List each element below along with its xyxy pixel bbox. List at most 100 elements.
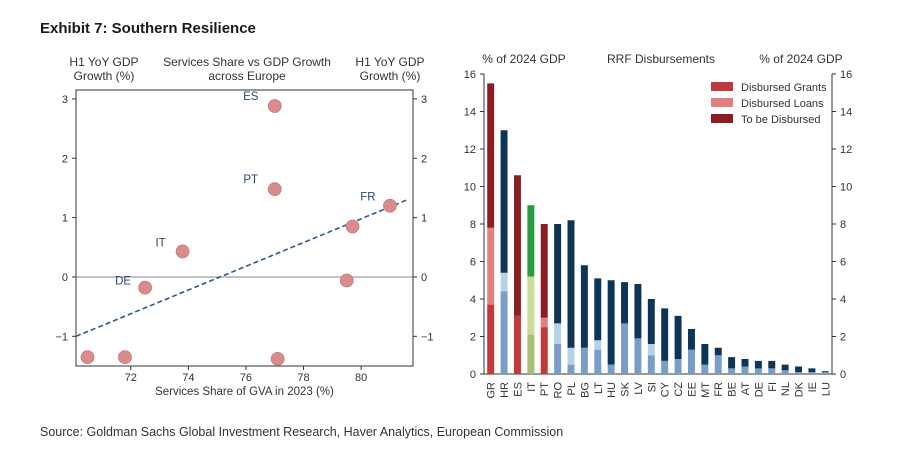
category-label: HR	[499, 382, 511, 398]
bar-segment-cy-disbursed-grants	[661, 360, 669, 374]
bar-segment-pt-to-be-disbursed	[540, 224, 548, 318]
category-label: CZ	[673, 382, 685, 397]
bar-segment-it-to-be-disbursed	[527, 205, 535, 277]
category-label: GR	[486, 382, 498, 399]
bar-segment-ro-to-be-disbursed	[554, 224, 562, 324]
bar-segment-it-disbursed-loans	[527, 276, 535, 335]
bar-y-tick-label-left: 8	[470, 219, 476, 231]
bar-y-tick-label-left: 14	[464, 107, 476, 119]
legend-swatch	[711, 98, 733, 107]
y-tick-label-right: 0	[421, 272, 427, 284]
bar-segment-nl-disbursed-grants	[781, 370, 789, 374]
bar-segment-lu-to-be-disbursed	[821, 371, 829, 373]
bar-y-tick-label-right: 8	[840, 219, 846, 231]
bar-segment-lv-to-be-disbursed	[634, 284, 642, 339]
category-label: LU	[820, 382, 832, 396]
x-axis-label: Services Share of GVA in 2023 (%)	[155, 386, 334, 398]
bar-chart-title: RRF Disbursements	[607, 52, 715, 66]
bar-segment-si-disbursed-grants	[647, 355, 655, 374]
category-label: MT	[700, 382, 712, 398]
bar-y-tick-label-right: 12	[840, 144, 852, 156]
bar-segment-hr-disbursed-grants	[500, 291, 508, 374]
bar-segment-ee-to-be-disbursed	[687, 329, 695, 350]
source-note: Source: Goldman Sachs Global Investment …	[40, 425, 564, 439]
bar-segment-cy-to-be-disbursed	[661, 308, 669, 361]
scatter-point	[270, 351, 285, 366]
scatter-point	[339, 273, 354, 288]
bar-segment-at-to-be-disbursed	[741, 359, 749, 367]
legend-label: Disbursed Loans	[741, 98, 824, 110]
scatter-title: across Europe	[208, 69, 286, 83]
category-label: DE	[753, 382, 765, 397]
scatter-title: Services Share vs GDP Growth	[163, 55, 331, 69]
y-tick-label-left: 2	[62, 153, 68, 165]
bar-segment-lu-disbursed-grants	[821, 372, 829, 374]
bar-y-tick-label-left: 0	[470, 369, 476, 381]
bar-y-tick-label-left: 12	[464, 144, 476, 156]
bar-segment-fi-to-be-disbursed	[768, 360, 776, 369]
scatter-point	[80, 350, 95, 364]
category-label: DK	[794, 381, 806, 397]
bar-segment-pt-disbursed-loans	[540, 317, 548, 328]
x-tick-label: 74	[182, 372, 194, 384]
bar-segment-be-disbursed-grants	[728, 368, 736, 374]
point-label: IT	[155, 237, 165, 249]
category-label: CY	[660, 381, 672, 397]
bar-y-tick-label-right: 4	[840, 294, 846, 306]
category-label: IT	[526, 382, 538, 392]
y-tick-label-right: 3	[421, 94, 427, 106]
scatter-point	[175, 244, 190, 259]
bar-segment-ro-disbursed-grants	[554, 344, 562, 374]
bar-y-tick-label-left: 2	[470, 332, 476, 344]
scatter-point	[138, 280, 153, 295]
legend-label: Disbursed Grants	[741, 82, 827, 94]
x-tick-label: 76	[240, 372, 252, 384]
bar-segment-cz-to-be-disbursed	[674, 315, 682, 359]
bar-y-tick-label-right: 6	[840, 257, 846, 269]
right-axis-label: Growth (%)	[360, 69, 421, 83]
bar-y-tick-label-left: 4	[470, 294, 476, 306]
bar-segment-gr-to-be-disbursed	[487, 83, 495, 228]
bar-y-tick-label-right: 0	[840, 369, 846, 381]
bar-y-tick-label-left: 10	[464, 182, 476, 194]
category-label: FI	[767, 382, 779, 392]
bar-segment-it-disbursed-grants	[527, 334, 535, 374]
bar-segment-si-disbursed-loans	[647, 344, 655, 356]
exhibit-title: Exhibit 7: Southern Resilience	[40, 20, 256, 37]
category-label: LV	[633, 381, 645, 394]
scatter-point	[383, 198, 397, 213]
point-label: FR	[360, 192, 375, 204]
category-label: LT	[593, 382, 605, 394]
bar-y-tick-label-right: 14	[840, 107, 852, 119]
bar-segment-sk-disbursed-grants	[621, 323, 629, 374]
scatter-point	[267, 182, 282, 197]
bar-y-tick-label-right: 10	[840, 182, 852, 194]
y-tick-label-right: 2	[421, 153, 427, 165]
bar-segment-mt-to-be-disbursed	[701, 344, 709, 365]
bar-segment-at-disbursed-grants	[741, 366, 749, 374]
bar-segment-dk-to-be-disbursed	[795, 366, 803, 373]
bar-y-tick-label-right: 2	[840, 332, 846, 344]
bar-segment-fr-to-be-disbursed	[714, 347, 722, 356]
bar-segment-cz-disbursed-grants	[674, 359, 682, 374]
category-label: AT	[740, 382, 752, 396]
scatter-plot-frame	[75, 89, 414, 367]
bar-segment-be-to-be-disbursed	[728, 357, 736, 369]
bar-y-tick-label-right: 16	[840, 69, 852, 81]
bar-segment-de-disbursed-grants	[754, 368, 762, 374]
category-label: NL	[780, 382, 792, 396]
bar-segment-hu-disbursed-grants	[607, 364, 615, 374]
y-tick-label-right: 1	[421, 213, 427, 225]
bar-segment-fr-disbursed-grants	[714, 355, 722, 374]
category-label: HU	[606, 382, 618, 398]
category-label: SI	[646, 382, 658, 392]
x-tick-label: 78	[297, 372, 309, 384]
bar-segment-es-to-be-disbursed	[513, 175, 521, 316]
bar-segment-ee-disbursed-grants	[687, 349, 695, 374]
bar-segment-bg-disbursed-grants	[580, 347, 588, 374]
scatter-point	[267, 99, 282, 113]
y-tick-label-right: −1	[421, 331, 434, 343]
category-label: PL	[566, 382, 578, 395]
left-axis-label: H1 YoY GDP	[69, 55, 138, 69]
